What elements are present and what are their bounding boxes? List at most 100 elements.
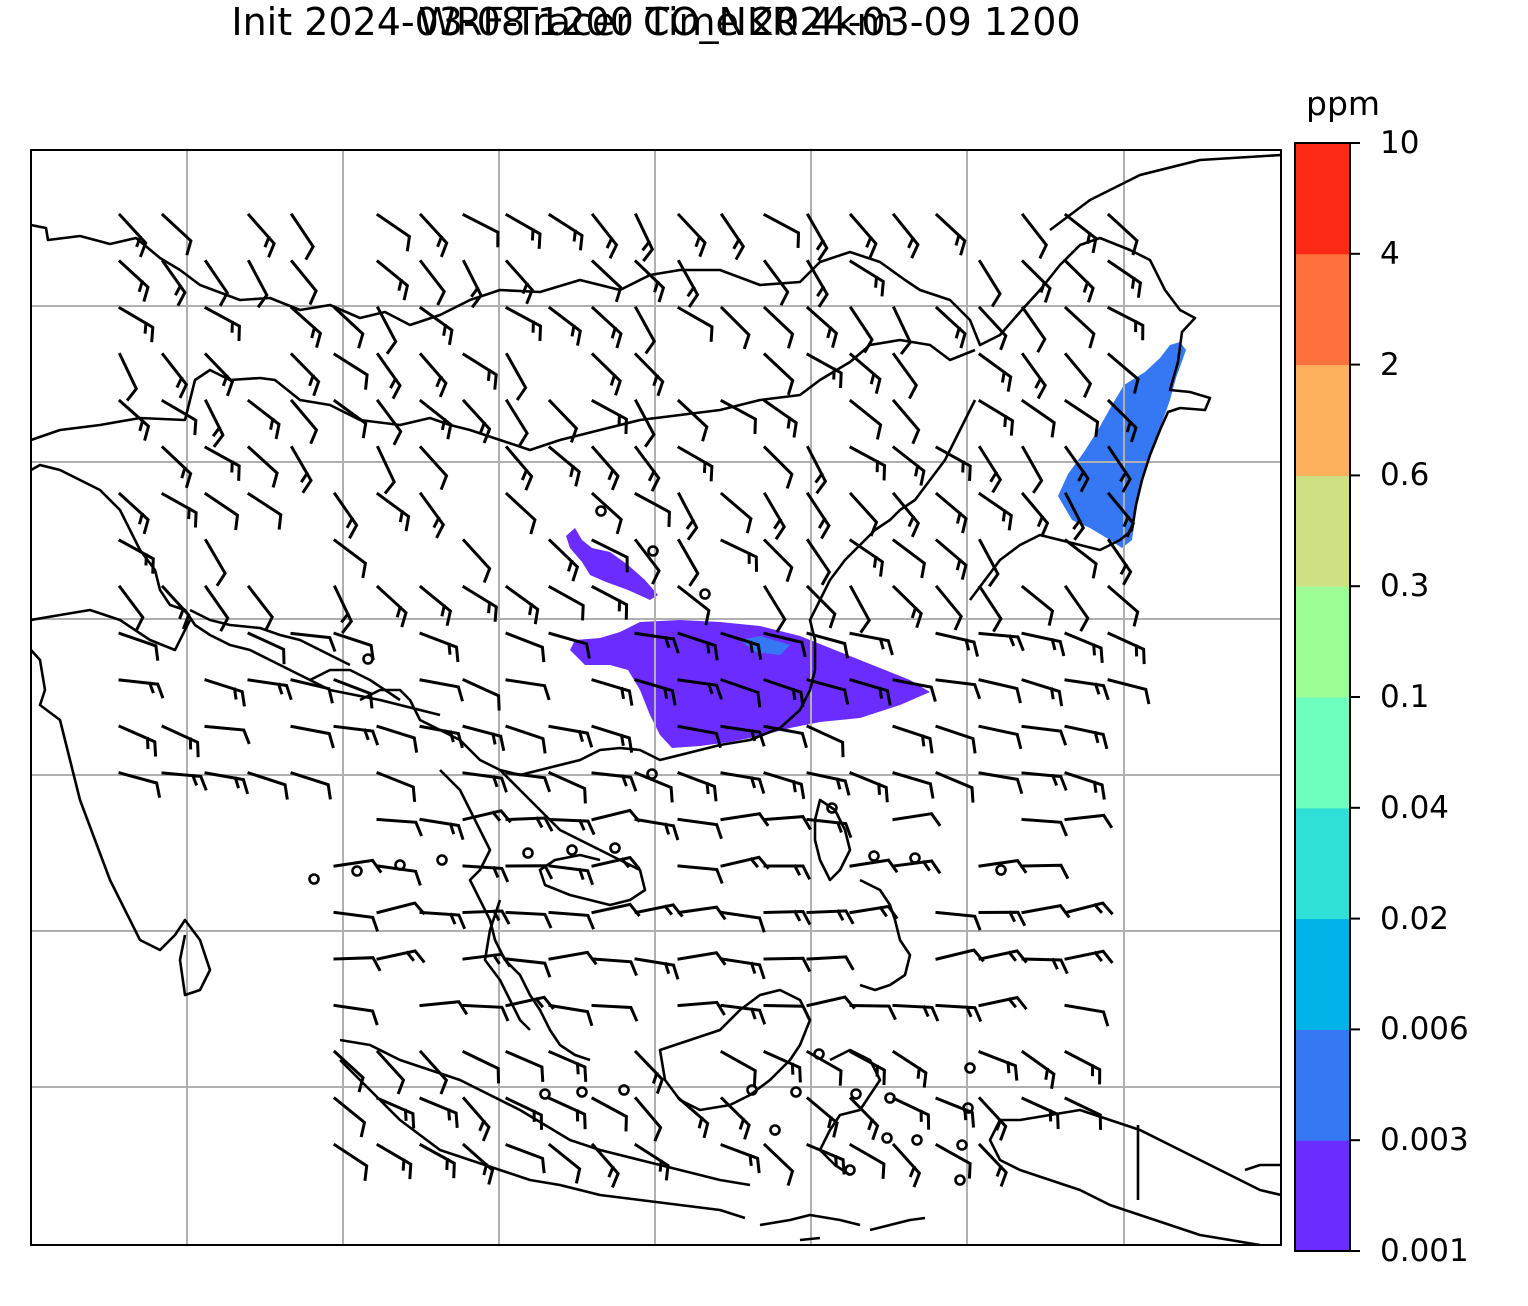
colorbar-tick-label: 10	[1380, 125, 1420, 161]
wind-barb	[289, 259, 318, 306]
wind-barb	[504, 259, 534, 305]
wind-barb	[117, 259, 150, 302]
wind-barb	[203, 398, 225, 448]
wind-barb	[376, 949, 426, 964]
wind-barb	[590, 398, 628, 435]
wind-barb	[246, 398, 281, 440]
title-line-2: Init 2024-03-08 1200 Time 2024-03-09 120…	[231, 0, 1081, 44]
wind-barb	[332, 1049, 365, 1093]
wind-barb	[461, 584, 498, 622]
wind-barb	[290, 724, 335, 749]
wind-barb	[547, 212, 584, 251]
wind-barb	[548, 1050, 588, 1082]
wind-barb	[720, 678, 762, 708]
wind-barb	[505, 910, 553, 929]
wind-barb	[1021, 631, 1066, 657]
colorbar-tick-label: 4	[1380, 235, 1400, 272]
colorbar-tick-label: 0.04	[1380, 789, 1450, 826]
wind-barb	[418, 491, 446, 539]
wind-barb	[548, 724, 594, 748]
wind-barb	[246, 584, 274, 632]
wind-barb	[1021, 1096, 1060, 1130]
wind-barb	[891, 398, 921, 445]
wind-barb	[375, 305, 398, 355]
wind-barb	[591, 855, 641, 871]
wind-barb	[203, 305, 241, 342]
wind-barb	[1107, 631, 1146, 665]
wind-barb	[805, 1096, 839, 1138]
wind-barb	[203, 259, 230, 307]
colorbar-segment	[1295, 475, 1350, 587]
wind-barb	[1063, 584, 1090, 632]
wind-barb	[806, 909, 855, 925]
wind-barb	[848, 212, 878, 259]
wind-barb	[418, 445, 449, 491]
wind-barb	[719, 305, 751, 350]
wind-barbs	[117, 212, 1151, 1188]
wind-barb	[461, 1049, 501, 1084]
wind-barb	[548, 1096, 587, 1130]
wind-barb	[1063, 1096, 1103, 1130]
wind-barb	[762, 305, 795, 349]
wind-barb	[418, 259, 446, 306]
wind-barb	[247, 771, 289, 800]
wind-barb	[763, 1050, 802, 1083]
wind-barb	[117, 212, 148, 258]
wind-barb	[419, 631, 460, 663]
wind-barb	[848, 352, 882, 395]
wind-barb	[935, 678, 982, 700]
wind-barb	[590, 1142, 620, 1188]
wind-barb	[118, 724, 158, 757]
wind-barb	[805, 1049, 843, 1086]
wind-barb	[591, 678, 634, 706]
wind-barb	[1021, 771, 1068, 791]
wind-barb	[978, 678, 1022, 704]
wind-barb	[978, 995, 1028, 1011]
wind-barb	[805, 305, 839, 349]
wind-barb	[805, 259, 829, 308]
wind-barb	[892, 306, 913, 356]
wind-barb	[591, 957, 638, 977]
wind-barb	[203, 352, 235, 397]
wind-barb	[1106, 584, 1140, 627]
wind-barb	[720, 724, 766, 747]
wind-barb	[763, 815, 812, 831]
map-frame	[30, 149, 1282, 1246]
wind-barb	[590, 305, 623, 349]
colorbar-tick-label: 0.02	[1380, 900, 1450, 937]
colorbar-segment	[1295, 253, 1350, 366]
wind-barb	[333, 956, 382, 972]
wind-barb	[462, 678, 501, 711]
wind-barb	[676, 538, 700, 587]
wind-barb	[590, 259, 623, 303]
wind-barb	[977, 445, 1003, 494]
wind-barb	[591, 808, 641, 823]
wind-barb	[891, 538, 927, 579]
wind-barb	[462, 771, 508, 793]
wind-barb	[204, 724, 251, 745]
wind-barb	[934, 538, 968, 581]
wind-barb	[1064, 678, 1110, 701]
colorbar-tick-label: 0.6	[1380, 457, 1430, 494]
wind-barb	[504, 491, 537, 535]
wind-barb	[1064, 901, 1114, 916]
wind-barb	[548, 910, 595, 930]
wind-barb	[805, 352, 843, 388]
wind-barb	[505, 1050, 545, 1082]
wind-barb	[160, 398, 198, 436]
colorbar-segment	[1295, 697, 1350, 809]
wind-barb	[203, 445, 241, 481]
wind-barb	[934, 1142, 972, 1179]
wind-barb	[204, 771, 250, 795]
wind-barb	[892, 1096, 931, 1130]
wind-barb	[1021, 678, 1064, 707]
wind-barb	[461, 398, 492, 444]
colorbar-unit: ppm	[1306, 84, 1381, 123]
wind-barb	[805, 445, 828, 495]
coastlines	[31, 153, 1281, 1245]
tracer-plume-china-north	[566, 528, 658, 600]
wind-barb	[977, 259, 1002, 308]
wind-barb	[977, 352, 1013, 392]
